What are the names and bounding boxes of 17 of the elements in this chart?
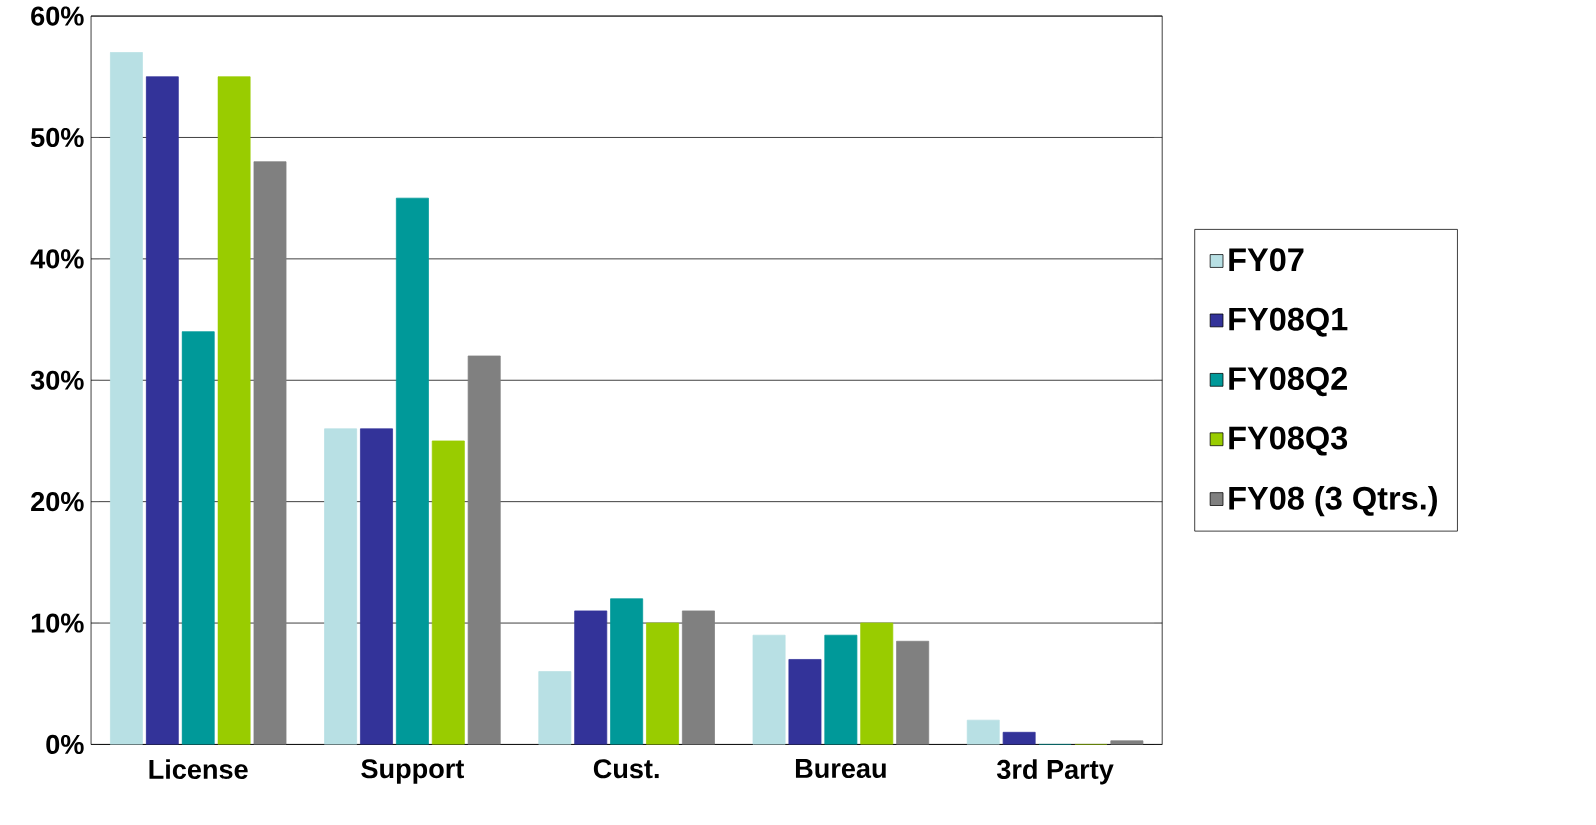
y-tick-label: 20%	[31, 492, 84, 512]
x-tick-label: Cust.	[593, 759, 659, 779]
y-tick-label: 50%	[30, 127, 84, 148]
x-tick-label: Support	[361, 759, 465, 784]
y-tick-label: 0%	[46, 734, 84, 755]
legend-label: FY07	[1229, 248, 1304, 272]
y-tick-label: 30%	[30, 370, 84, 390]
x-tick-label: Bureau	[795, 759, 886, 779]
y-tick-label: 40%	[30, 249, 84, 269]
y-tick-label: 60%	[31, 6, 84, 26]
legend-label: FY08Q3	[1229, 426, 1348, 456]
x-tick-label: License	[149, 759, 248, 780]
legend-label: FY08Q1	[1229, 307, 1348, 337]
y-tick-label: 10%	[31, 613, 84, 633]
legend-label: FY08 (3 Qtrs.)	[1229, 485, 1437, 517]
legend-label: FY08Q2	[1229, 367, 1347, 397]
x-tick-label: 3rd Party	[996, 759, 1114, 785]
